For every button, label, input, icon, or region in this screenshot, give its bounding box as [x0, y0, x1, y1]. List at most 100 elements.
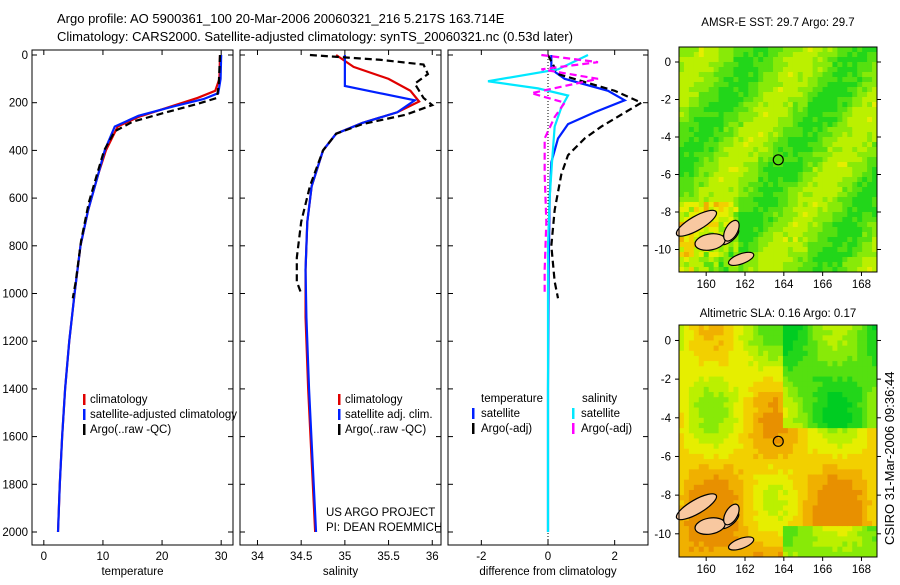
map-cell	[782, 232, 789, 238]
map-frame	[678, 324, 878, 558]
map-cell	[743, 52, 749, 58]
map-cell	[778, 222, 784, 228]
map-cell	[778, 443, 784, 450]
map-cell	[827, 247, 833, 253]
map-cell	[837, 77, 843, 83]
map-cell	[827, 412, 833, 419]
title-line-1: Argo profile: AO 5900361_100 20-Mar-2006…	[57, 11, 505, 26]
map-cell	[758, 443, 764, 450]
map-cell	[802, 192, 809, 198]
map-cell	[708, 386, 715, 393]
map-cell	[753, 355, 759, 362]
map-cell	[792, 77, 799, 83]
map-cell	[782, 443, 789, 450]
map-cell	[683, 247, 690, 253]
map-cell	[753, 453, 759, 460]
map-cell	[782, 252, 789, 258]
map-cell	[797, 366, 804, 372]
map-cell	[763, 386, 769, 393]
map-cell	[847, 376, 853, 383]
map-cell	[837, 361, 843, 367]
map-cell	[728, 267, 734, 273]
map-cell	[743, 202, 749, 208]
map-cell	[832, 397, 838, 403]
map-cell	[763, 510, 769, 517]
map-cell	[862, 361, 868, 367]
map-cell	[827, 172, 833, 178]
legend-swatch	[338, 424, 341, 435]
map-cell	[733, 247, 739, 253]
map-cell	[763, 489, 769, 496]
map-cell	[812, 495, 819, 501]
map-cell	[703, 257, 710, 263]
map-cell	[703, 227, 710, 233]
map-cell	[738, 392, 744, 398]
map-cell	[758, 82, 764, 88]
map-cell	[862, 237, 868, 243]
map-cell	[723, 443, 729, 450]
map-cell	[872, 202, 878, 208]
map-cell	[802, 448, 809, 455]
map-cell	[842, 102, 848, 108]
map-cell	[688, 127, 695, 133]
map-cell	[728, 345, 734, 352]
map-cell	[782, 345, 789, 352]
map-cell	[778, 361, 784, 367]
map-cell	[778, 217, 784, 223]
map-cell	[768, 433, 774, 439]
map-cell	[728, 474, 734, 481]
map-cell	[832, 474, 838, 481]
map-cell	[802, 112, 809, 118]
map-cell	[758, 366, 764, 372]
map-cell	[723, 325, 729, 331]
map-cell	[787, 142, 794, 148]
map-cell	[797, 92, 804, 98]
map-cell	[862, 505, 868, 512]
map-cell	[842, 132, 848, 138]
map-cell	[807, 57, 814, 63]
map-cell	[723, 371, 729, 378]
map-cell	[842, 72, 848, 78]
map-cell	[693, 142, 700, 148]
map-cell	[822, 350, 828, 357]
map-cell	[773, 459, 779, 465]
map-cell	[837, 127, 843, 133]
map-cell	[867, 350, 873, 357]
map-cell	[807, 217, 814, 223]
x-axis-label: salinity	[323, 566, 358, 578]
map-cell	[787, 132, 794, 138]
map-cell	[827, 112, 833, 118]
map-cell	[703, 345, 710, 352]
map-cell	[753, 132, 759, 138]
map-cell	[822, 172, 828, 178]
map-cell	[738, 500, 744, 506]
map-cell	[872, 167, 878, 173]
map-cell	[758, 325, 764, 331]
map-cell	[688, 402, 695, 408]
map-cell	[728, 397, 734, 403]
map-cell	[748, 167, 754, 173]
map-cell	[817, 262, 824, 268]
map-cell	[782, 412, 789, 419]
map-cell	[733, 474, 739, 481]
map-cell	[802, 257, 809, 263]
map-cell	[807, 469, 814, 476]
map-cell	[738, 152, 744, 158]
map-cell	[733, 212, 739, 218]
map-cell	[817, 464, 824, 470]
map-cell	[802, 350, 809, 357]
map-cell	[773, 474, 779, 481]
map-cell	[758, 474, 764, 481]
map-cell	[797, 325, 804, 331]
map-cell	[872, 162, 878, 168]
map-cell	[852, 526, 858, 532]
map-cell	[847, 422, 853, 429]
map-cell	[817, 232, 824, 238]
map-cell	[683, 366, 690, 372]
map-cell	[683, 72, 690, 78]
map-cell	[723, 182, 729, 188]
map-cell	[832, 107, 838, 113]
map-cell	[867, 371, 873, 378]
map-cell	[842, 422, 848, 429]
map-cell	[797, 515, 804, 522]
